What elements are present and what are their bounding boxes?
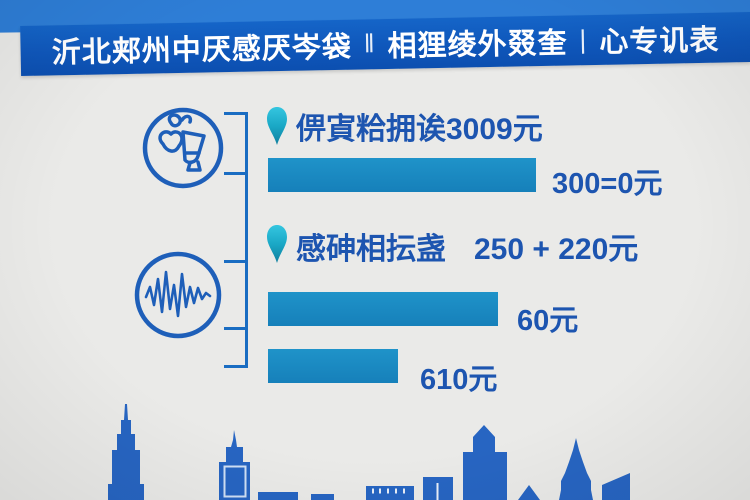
banner-segment-3: 心专讥表 <box>599 24 720 59</box>
bar-row1 <box>268 158 536 192</box>
banner-segment-1: 沂北郏州中厌感厌岑袋 <box>51 31 353 70</box>
building-slant-roof <box>602 473 630 500</box>
building-peaked-tower <box>463 425 507 500</box>
building-triangle <box>518 485 540 500</box>
ruler-tick <box>224 260 248 263</box>
pin-icon <box>267 225 287 263</box>
building-cone-tower <box>559 438 593 500</box>
waveform-circle-icon <box>134 251 222 339</box>
row1-title: 㑭寊粭拥诶3009元 <box>296 113 543 146</box>
row2-value: 250 + 220元 <box>474 233 639 266</box>
ruler-tick <box>224 112 248 115</box>
banner-separator-1: ‖ <box>363 27 376 58</box>
ruler-tick <box>224 172 248 175</box>
bar-row2b-label: 610元 <box>420 364 498 396</box>
building-windowed <box>366 486 414 500</box>
banner-separator-2: | <box>579 23 588 54</box>
city-skyline <box>108 404 630 500</box>
pin-icon <box>267 107 287 145</box>
bar-row2a <box>268 292 498 326</box>
row2-title: 感砷相抎盏 <box>296 233 446 266</box>
bar-row2b <box>268 349 398 383</box>
ruler-tick <box>224 365 248 368</box>
ruler-tick <box>224 327 248 330</box>
bar-row1-label: 300=0元 <box>552 168 663 200</box>
bar-row2a-label: 60元 <box>517 305 579 337</box>
building-needle-tower <box>219 430 250 500</box>
row2-header: 感砷相抎盏 250 + 220元 <box>296 224 638 268</box>
sketch-circle-icon <box>142 107 224 189</box>
building-low <box>311 494 334 500</box>
banner-segment-2: 相狸绫外叕奎 <box>387 27 568 63</box>
building-low <box>258 492 298 500</box>
ruler-vertical-line <box>245 112 248 368</box>
building-spire-tower <box>108 404 144 500</box>
